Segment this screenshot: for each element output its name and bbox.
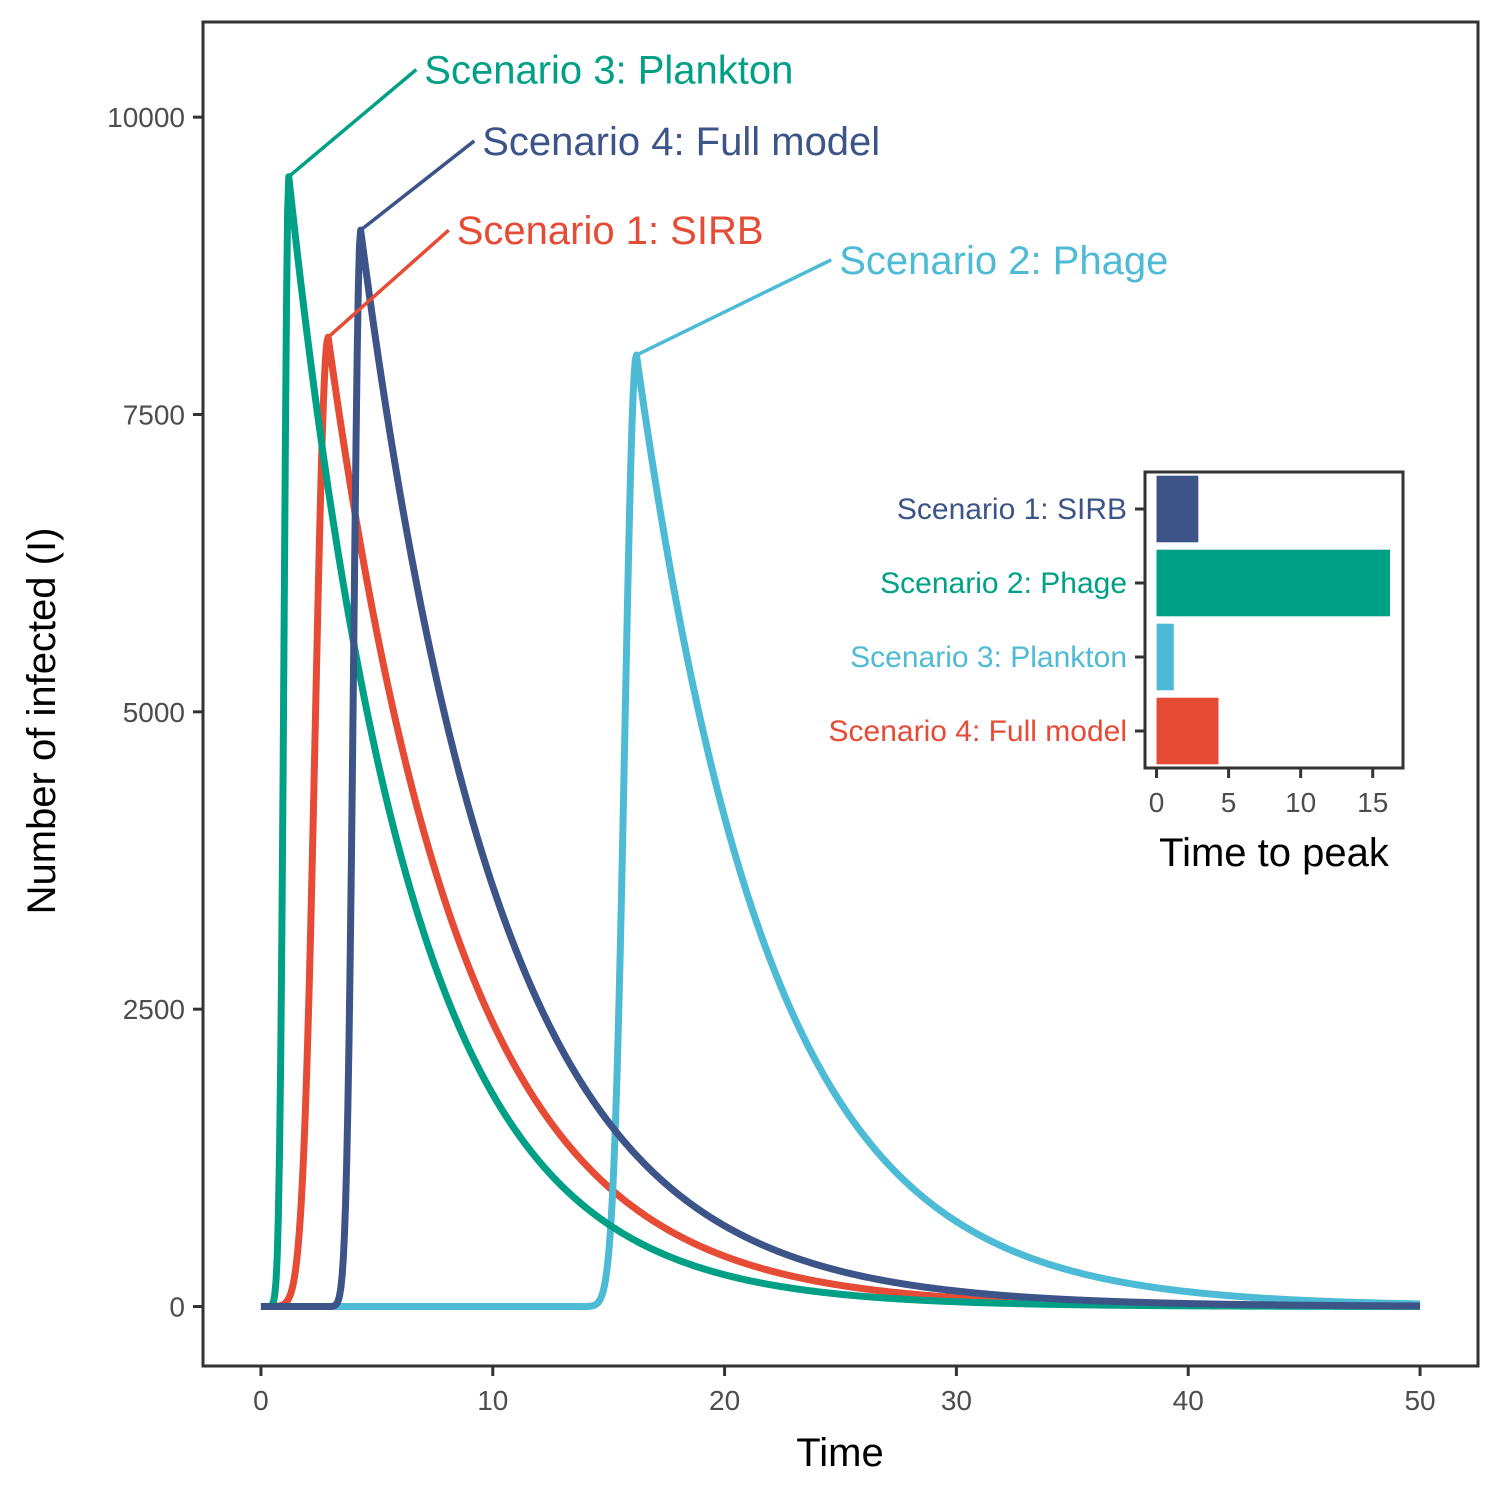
series-label: Scenario 4: Full model (482, 120, 880, 164)
inset-category-label: Scenario 4: Full model (829, 715, 1127, 748)
inset-panel: Scenario 1: SIRB Scenario 2: Phage Scenari… (829, 470, 1405, 875)
inset-x-tick-label: 10 (1285, 787, 1316, 818)
x-tick-label: 50 (1404, 1385, 1435, 1416)
y-tick-label: 7500 (123, 399, 185, 430)
y-tick-label: 10000 (107, 102, 185, 133)
x-axis-title: Time (796, 1431, 883, 1475)
inset-category-label: Scenario 1: SIRB (897, 493, 1127, 526)
inset-bar (1156, 549, 1391, 617)
x-tick-label: 40 (1173, 1385, 1204, 1416)
inset-plot-frame (1143, 470, 1405, 770)
main-annotations: Scenario 1: SIRB Scenario 2: Phage Scenari… (424, 49, 1168, 283)
inset-category-label: Scenario 2: Phage (880, 567, 1127, 600)
y-tick-label: 5000 (123, 697, 185, 728)
series-line (258, 226, 1423, 1311)
inset-x-tick-label: 15 (1357, 787, 1388, 818)
x-tick-label: 0 (253, 1385, 269, 1416)
main-plot-frame (201, 20, 1480, 1368)
inset-category-label: Scenario 3: Plankton (850, 641, 1127, 674)
y-tick-label: 0 (169, 1292, 185, 1323)
inset-x-tick-label: 5 (1221, 787, 1237, 818)
inset-y-axis: Scenario 1: SIRB Scenario 2: Phage Scenari… (829, 493, 1145, 748)
main-panel: Scenario 1: SIRB Scenario 2: Phage Scenari… (20, 20, 1480, 1475)
x-tick-label: 20 (709, 1385, 740, 1416)
main-x-axis: 0 10 20 30 40 50 (253, 1366, 1436, 1416)
inset-bar (1156, 475, 1199, 543)
series-label-leader (287, 68, 418, 178)
series-label: Scenario 1: SIRB (457, 209, 764, 253)
main-y-axis: 0 2500 5000 7500 10000 (107, 102, 203, 1323)
inset-x-tick-label: 0 (1149, 787, 1165, 818)
y-axis-title: Number of infected (I) (20, 528, 64, 915)
series-label: Scenario 3: Plankton (424, 49, 793, 93)
inset-x-axis: 0 5 10 15 (1149, 768, 1388, 818)
x-tick-label: 30 (941, 1385, 972, 1416)
series-label: Scenario 2: Phage (839, 239, 1168, 283)
series-label-leader (635, 258, 832, 357)
inset-bars (1156, 475, 1391, 765)
inset-x-axis-title: Time to peak (1159, 831, 1390, 875)
series-label-leader (327, 228, 450, 339)
y-tick-label: 2500 (123, 994, 185, 1025)
main-leaders (287, 68, 832, 357)
inset-bar (1156, 697, 1219, 765)
series-line (258, 351, 1423, 1311)
x-tick-label: 10 (477, 1385, 508, 1416)
inset-bar (1156, 623, 1174, 691)
main-lines (258, 173, 1423, 1311)
series-label-leader (359, 139, 476, 232)
